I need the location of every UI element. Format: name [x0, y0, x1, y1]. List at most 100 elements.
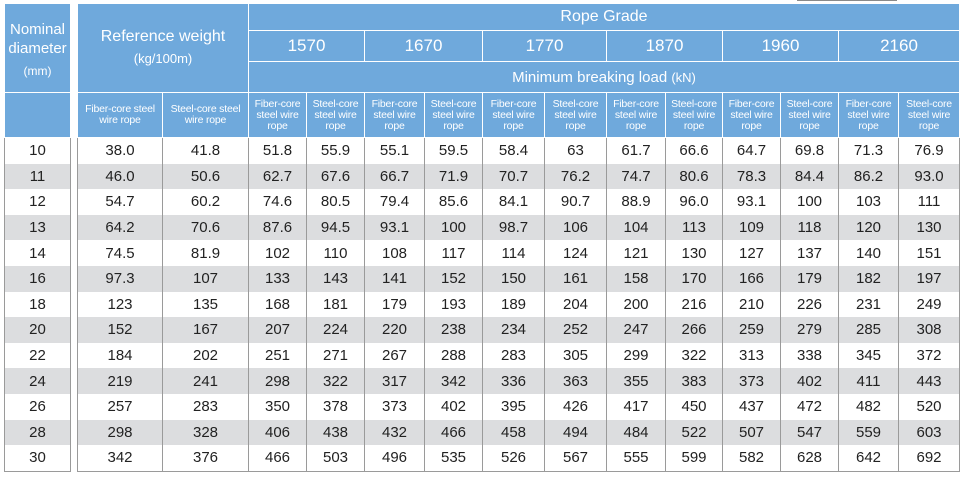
value-cell: 111: [898, 189, 960, 215]
value-cell: 204: [544, 291, 607, 318]
value-cell: 150: [482, 265, 545, 292]
value-cell: 103: [838, 189, 899, 215]
value-cell: 266: [665, 317, 723, 343]
grade-1770: 1770: [482, 30, 607, 62]
value-cell: 161: [544, 265, 607, 292]
value-cell: 231: [838, 291, 899, 318]
table-row: 26 257 283 350 378 373 402 395 426 417 450 437 472 48…: [4, 393, 960, 420]
ref-steel-core-header: Steel-core steel wire rope: [162, 92, 249, 138]
value-cell: 210: [722, 291, 781, 318]
grade-2160-fiber-header: Fiber-core steel wire rope: [838, 92, 899, 138]
value-cell: 151: [898, 240, 960, 266]
value-cell: 466: [248, 445, 307, 472]
value-cell: 98.7: [482, 214, 545, 241]
header-gap: [70, 3, 78, 138]
grade-1570-fiber-header: Fiber-core steel wire rope: [248, 92, 307, 138]
value-cell: 66.7: [364, 163, 425, 190]
value-cell: 443: [898, 368, 960, 394]
table-body: 10 38.0 41.8 51.8 55.9 55.1 59.5 58.4 63 61.7 66.6…: [4, 137, 960, 472]
value-cell: 170: [665, 265, 723, 292]
grade-1670-steel-header: Steel-core steel wire rope: [424, 92, 483, 138]
value-cell: 283: [162, 393, 249, 420]
rope-specification-table: Nominal diameter (mm) Reference weight (…: [4, 3, 960, 472]
diameter-cell: 24: [4, 368, 71, 394]
value-cell: 106: [544, 214, 607, 241]
value-cell: 94.5: [306, 214, 365, 241]
value-cell: 86.2: [838, 163, 899, 190]
grade-1870: 1870: [606, 30, 723, 62]
diameter-cell: 18: [4, 291, 71, 318]
value-cell: 104: [606, 214, 666, 241]
value-cell: 373: [364, 393, 425, 420]
row-gap: [70, 265, 78, 292]
value-cell: 109: [722, 214, 781, 241]
value-cell: 85.6: [424, 189, 483, 215]
value-cell: 107: [162, 265, 249, 292]
value-cell: 345: [838, 342, 899, 369]
value-cell: 249: [898, 291, 960, 318]
table-row: 13 64.2 70.6 87.6 94.5 93.1 100 98.7 106 104 113 10…: [4, 214, 960, 241]
rope-table-container: Nominal diameter (mm) Reference weight (…: [4, 3, 960, 472]
value-cell: 355: [606, 368, 666, 394]
value-cell: 426: [544, 393, 607, 420]
diameter-cell: 26: [4, 393, 71, 420]
value-cell: 168: [248, 291, 307, 318]
value-cell: 288: [424, 342, 483, 369]
value-cell: 251: [248, 342, 307, 369]
reference-weight-title: Reference weight: [100, 28, 226, 45]
value-cell: 298: [248, 368, 307, 394]
value-cell: 54.7: [77, 189, 163, 215]
min-breaking-load-header: Minimum breaking load (kN): [248, 61, 960, 93]
value-cell: 182: [838, 265, 899, 292]
value-cell: 130: [665, 240, 723, 266]
value-cell: 127: [722, 240, 781, 266]
value-cell: 283: [482, 342, 545, 369]
value-cell: 69.8: [780, 137, 839, 164]
value-cell: 113: [665, 214, 723, 241]
value-cell: 81.9: [162, 240, 249, 266]
value-cell: 124: [544, 240, 607, 266]
value-cell: 79.4: [364, 189, 425, 215]
value-cell: 166: [722, 265, 781, 292]
row-gap: [70, 342, 78, 369]
value-cell: 328: [162, 419, 249, 446]
value-cell: 458: [482, 419, 545, 446]
grade-2160: 2160: [838, 30, 960, 62]
reference-weight-header: Reference weight (kg/100m): [77, 3, 249, 93]
table-row: 24 219 241 298 322 317 342 336 363 355 383 373 402 41…: [4, 368, 960, 394]
value-cell: 80.6: [665, 163, 723, 190]
value-cell: 628: [780, 445, 839, 472]
table-row: 22 184 202 251 271 267 288 283 305 299 322 313 338 34…: [4, 342, 960, 369]
diameter-cell: 28: [4, 419, 71, 446]
value-cell: 322: [306, 368, 365, 394]
value-cell: 247: [606, 317, 666, 343]
value-cell: 70.7: [482, 163, 545, 190]
value-cell: 226: [780, 291, 839, 318]
value-cell: 193: [424, 291, 483, 318]
diameter-cell: 12: [4, 189, 71, 215]
value-cell: 313: [722, 342, 781, 369]
value-cell: 599: [665, 445, 723, 472]
value-cell: 90.7: [544, 189, 607, 215]
value-cell: 74.7: [606, 163, 666, 190]
value-cell: 88.9: [606, 189, 666, 215]
value-cell: 64.2: [77, 214, 163, 241]
grade-1870-steel-header: Steel-core steel wire rope: [665, 92, 723, 138]
value-cell: 336: [482, 368, 545, 394]
diameter-cell: 10: [4, 137, 71, 164]
value-cell: 46.0: [77, 163, 163, 190]
value-cell: 71.3: [838, 137, 899, 164]
value-cell: 238: [424, 317, 483, 343]
value-cell: 60.2: [162, 189, 249, 215]
value-cell: 66.6: [665, 137, 723, 164]
value-cell: 285: [838, 317, 899, 343]
value-cell: 84.4: [780, 163, 839, 190]
value-cell: 100: [424, 214, 483, 241]
value-cell: 97.3: [77, 265, 163, 292]
nominal-label-2: diameter: [8, 39, 67, 57]
value-cell: 93.0: [898, 163, 960, 190]
diameter-cell: 11: [4, 163, 71, 190]
grade-1960: 1960: [722, 30, 839, 62]
value-cell: 342: [77, 445, 163, 472]
value-cell: 503: [306, 445, 365, 472]
